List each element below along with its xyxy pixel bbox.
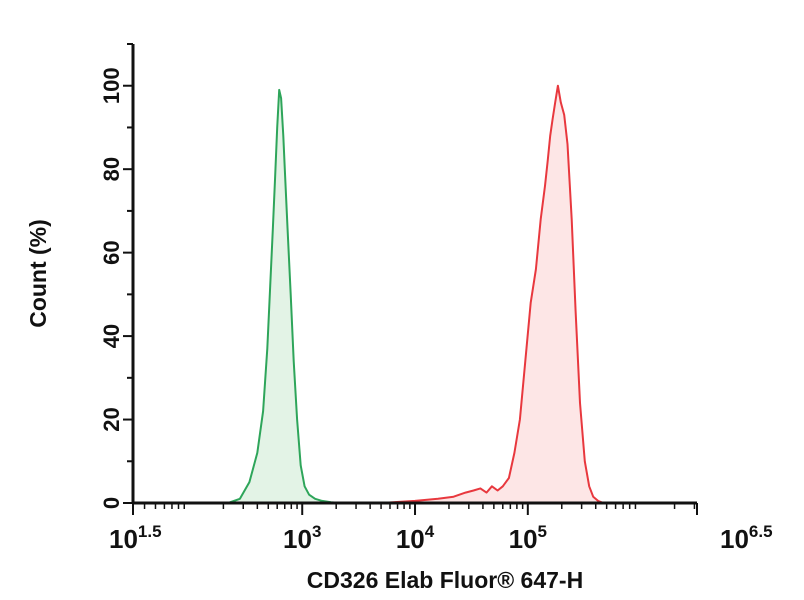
axes-layer — [123, 43, 698, 515]
series-1-line — [381, 84, 604, 504]
x-tick-label: 104 — [396, 522, 435, 554]
y-axis-title: Count (%) — [25, 219, 51, 328]
x-tick-label: 103 — [283, 522, 321, 554]
y-tick-label: 0 — [99, 497, 124, 509]
labels-layer: 0 20 40 60 80 100 101.5 103 104 105 106.5 CD326 Ela… — [25, 67, 772, 593]
x-axis-title: CD326 Elab Fluor® 647-H — [307, 567, 583, 593]
series-layer — [227, 84, 604, 504]
y-tick-label: 60 — [99, 240, 124, 264]
series-0-area — [228, 89, 341, 504]
y-tick-label: 100 — [99, 67, 124, 104]
x-tick-label: 101.5 — [109, 522, 162, 554]
series-0-line — [227, 88, 341, 504]
y-tick-label: 40 — [99, 324, 124, 348]
x-tick-label: 105 — [509, 522, 547, 554]
y-tick-label: 80 — [99, 157, 124, 181]
y-tick-label: 20 — [99, 407, 124, 431]
x-tick-label: 106.5 — [720, 522, 773, 554]
series-1-area — [381, 85, 604, 503]
